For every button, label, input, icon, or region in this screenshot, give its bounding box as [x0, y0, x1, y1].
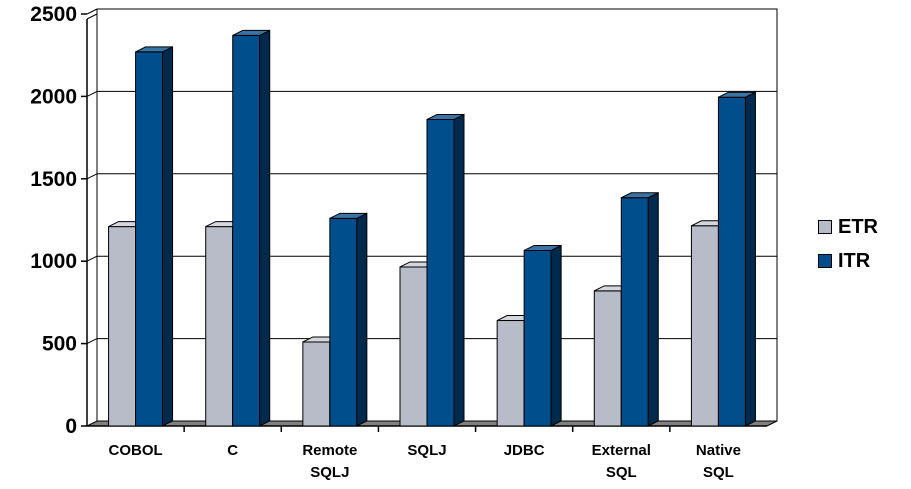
y-tick-label: 2000 [30, 85, 77, 108]
legend-swatch-itr [818, 254, 832, 268]
y-axis-top [86, 13, 98, 20]
bar-itr-top [232, 29, 270, 36]
y-tick-label: 1000 [30, 250, 77, 273]
bar-itr [523, 249, 552, 427]
bar-itr [329, 217, 358, 427]
legend-swatch-etr [818, 220, 832, 234]
bar-etr [302, 341, 331, 427]
x-tick-label: C [227, 442, 238, 459]
bar-itr [135, 51, 164, 427]
y-tick-label: 2500 [30, 3, 77, 26]
bar-etr [108, 226, 137, 427]
x-tick-label: Remote [302, 442, 357, 459]
bar-etr [593, 290, 622, 427]
gridline-side [86, 90, 98, 97]
bar-etr [399, 266, 428, 427]
bar-itr-side [356, 212, 368, 427]
bar-itr-top [718, 91, 756, 98]
legend-item-itr: ITR [818, 244, 878, 278]
x-tick-label: External [592, 442, 651, 459]
bar-itr [620, 197, 649, 427]
gridline-side [86, 255, 98, 262]
bar-etr [496, 320, 525, 427]
x-tick-label: Native [696, 442, 741, 459]
x-tick-label: COBOL [108, 442, 162, 459]
y-tick-label: 500 [42, 333, 77, 356]
bar-etr [690, 225, 719, 427]
x-tick-label: JDBC [504, 442, 545, 459]
bar-itr-side [259, 29, 271, 427]
bar-itr-side [453, 113, 465, 427]
x-tick-label: SQLJ [310, 464, 349, 481]
bar-itr [717, 96, 746, 427]
legend-item-etr: ETR [818, 210, 878, 244]
bar-etr [205, 226, 234, 427]
y-tick-label: 1500 [30, 168, 77, 191]
chart-legend: ETR ITR [818, 210, 878, 278]
gridline-side [86, 338, 98, 345]
bar-itr-top [135, 46, 173, 53]
bar-itr [426, 118, 455, 427]
legend-label-itr: ITR [838, 249, 871, 272]
bar-itr-top [523, 244, 562, 251]
bar-itr [232, 34, 261, 427]
legend-label-etr: ETR [838, 215, 878, 238]
bar-itr-top [621, 192, 659, 199]
bar-itr-side [647, 191, 659, 427]
bar-itr-side [162, 46, 174, 427]
gridline-side [86, 173, 98, 180]
x-tick-label: SQL [703, 464, 734, 481]
gridline-side [86, 8, 98, 15]
bar-itr-side [550, 244, 562, 427]
bar-itr-top [329, 212, 368, 219]
x-tick-label: SQLJ [407, 442, 446, 459]
y-tick-label: 0 [65, 415, 77, 438]
bar-itr-side [744, 91, 756, 427]
bar-itr-top [426, 113, 465, 120]
x-tick-label: SQL [606, 464, 637, 481]
